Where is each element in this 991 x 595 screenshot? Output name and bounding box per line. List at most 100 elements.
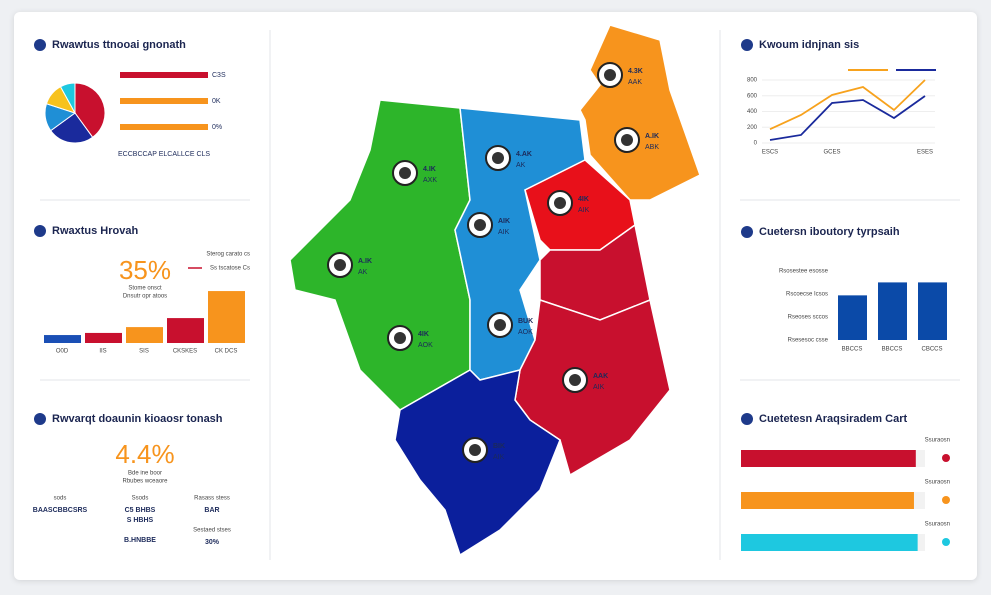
region-icon [604,69,616,81]
bar [741,492,914,509]
stat-label: Rasass stess [194,496,230,502]
region-label: 4.IK [423,166,436,173]
stat-value: 30% [205,539,220,546]
stat-value: BAASCBBCSRS [33,507,88,514]
region-sublabel: AOK [518,329,533,336]
kpi-sub: Stome onsct [128,286,162,292]
region-label: AIK [498,218,510,225]
bar [167,318,204,343]
x-tick-label: BBCCS [842,347,863,353]
region-icon [469,444,481,456]
x-tick-label: ESCS [762,150,778,156]
y-tick-label: 0 [754,141,758,147]
region-sublabel: AIK [498,229,510,236]
bar [44,335,81,343]
stat-value: B.HNBBE [124,537,156,544]
region-icon [621,134,633,146]
x-tick-label: SIS [139,349,149,355]
map-region [514,298,671,477]
panel-title: Rwvarqt doaunin kioaosr tonash [52,413,223,425]
pie-slice [50,112,94,144]
region-icon [474,219,486,231]
region-label: 4IK [578,196,589,203]
bar-label: 0K [212,98,221,105]
label-bar [120,124,208,130]
panel-title: Cuetetesn Araqsiradem Cart [759,413,907,425]
region-label: A.IK [645,133,659,140]
region-label: A.IK [358,258,372,265]
kpi: 4.4% [115,439,174,469]
region-sublabel: AIK [593,384,605,391]
row-label: Rseoses sccos [788,315,828,321]
region-sublabel: AAK [628,79,642,86]
bar-icon [942,538,950,546]
map: 4.IK AXK A.IK AK 4IK AOK 4.AK AK AIK AIK BUK AOK 4.3… [289,24,701,557]
kpi-sub: Rbubes wceaore [122,479,168,485]
icons [34,39,753,425]
pie-slice [59,82,76,114]
region-label: 4.3K [628,68,643,75]
region-sublabel: AK [358,269,368,276]
region-label: 4IK [418,331,429,338]
x-tick-label: O0D [56,349,69,355]
panel-title: Cuetersn iboutory tyrpsaih [759,226,900,238]
region-label: BIK [493,443,505,450]
bar [878,282,907,340]
region-sublabel: AOK [418,342,433,349]
bar [838,295,867,340]
region-icon [334,259,346,271]
legend-entry: Sterog carato cs [206,252,250,258]
x-tick-label: CK DCS [215,349,238,355]
y-tick-label: 800 [747,78,758,84]
region-icon [569,374,581,386]
bar-icon [942,454,950,462]
row-label: Rsosestee esosse [779,269,829,275]
kpi-sub: Dnsutr opr atoos [123,294,167,300]
line [769,79,926,131]
region-icon [554,197,566,209]
bar [208,291,245,343]
kpi: 35% [119,255,171,285]
stat-value: BAR [204,507,219,514]
y-tick-label: 600 [747,93,758,99]
region-icon [492,152,504,164]
y-tick-label: 400 [747,109,758,115]
stat-label: Ssods [132,496,149,502]
region-icon [399,167,411,179]
bar-label: Ssuraosn [925,438,950,444]
stat-value: S HBHS [127,517,154,524]
stat-label: Sestaed stses [193,528,231,534]
kpi-sub: Bde ine boor [128,471,162,477]
bar [918,282,947,340]
region-label: AAK [593,373,608,380]
region-icon [494,319,506,331]
bar-label: C3S [212,72,226,79]
bar [85,332,122,343]
bar-label: Ssuraosn [925,522,950,528]
panel-title: Rwawtus ttnooai gnonath [52,39,186,51]
bar-label: Ssuraosn [925,480,950,486]
region-label: BUK [518,318,533,325]
bar [741,534,918,551]
region-icon [394,332,406,344]
label-bar [120,98,208,104]
region-sublabel: AIK [578,207,590,214]
panel-title: Rwaxtus Hrovah [52,225,138,237]
label-bar [120,72,208,78]
stat-label: sods [54,496,67,502]
x-tick-label: BBCCS [882,347,903,353]
pie-slice [74,82,106,138]
bar-icon [942,496,950,504]
x-tick-label: ESES [917,150,933,156]
bar [126,327,163,343]
note: ECCBCCAP ELCALLCE CLS [118,151,210,158]
region-sublabel: AIK [493,454,505,461]
line [769,95,926,141]
legend-entry: Ss tscatose Cs [210,266,250,272]
panel-title: Kwoum idnjnan sis [759,39,859,51]
row-label: Rscoecse Icsos [786,292,828,298]
x-tick-label: IIS [99,349,106,355]
x-tick-label: CBCCS [921,347,942,353]
